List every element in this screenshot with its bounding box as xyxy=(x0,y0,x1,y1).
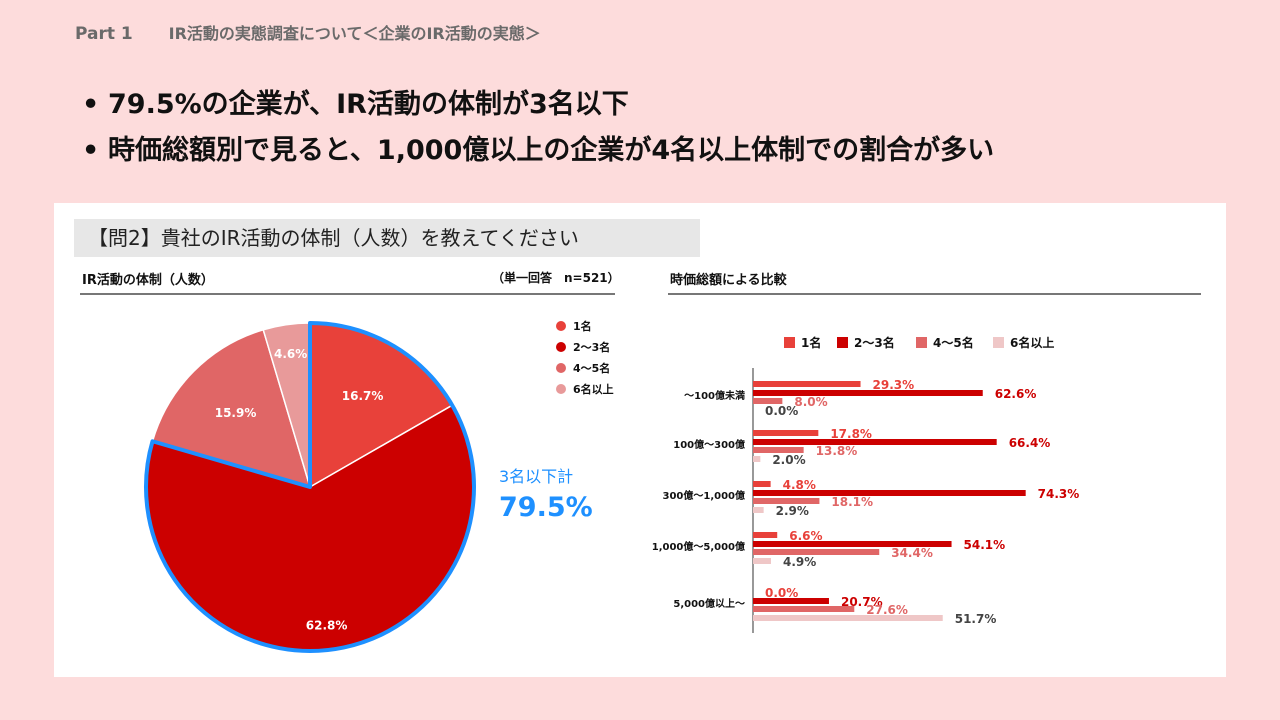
bar xyxy=(753,447,804,453)
bar-value-label: 34.4% xyxy=(891,546,933,560)
bar xyxy=(753,390,983,396)
pie-section-title: IR活動の体制（人数） xyxy=(82,273,214,288)
bar xyxy=(753,456,761,462)
slide-header: Part 1 IR活動の実態調査について＜企業のIR活動の実態＞ xyxy=(75,20,541,44)
legend-label: 1名 xyxy=(573,319,592,333)
pie-slice xyxy=(151,328,312,489)
bar-value-label: 17.8% xyxy=(830,427,872,441)
legend-label: 4〜5名 xyxy=(573,361,610,375)
bar xyxy=(753,481,771,487)
bar xyxy=(753,549,880,555)
bar xyxy=(753,439,997,445)
legend-marker xyxy=(556,342,566,352)
bar xyxy=(753,532,778,538)
bar xyxy=(753,541,952,547)
bar-value-label: 54.1% xyxy=(964,538,1006,552)
pie-section-divider xyxy=(80,293,615,295)
bar xyxy=(753,430,819,436)
bar-value-label: 8.0% xyxy=(794,395,827,409)
sample-note: （単一回答 n=521） xyxy=(492,271,620,285)
callout-label: 3名以下計 xyxy=(499,467,573,486)
bar-value-label: 2.9% xyxy=(776,504,809,518)
pie-value-label: 15.9% xyxy=(215,406,257,420)
bar-value-label: 66.4% xyxy=(1009,436,1051,450)
bar-value-label: 0.0% xyxy=(765,404,798,418)
pie-value-label: 62.8% xyxy=(306,618,348,632)
legend-marker xyxy=(916,337,927,348)
category-tick-label: 1,000億〜5,000億 xyxy=(652,540,745,553)
bar-value-label: 20.7% xyxy=(841,595,883,609)
callout-value: 79.5% xyxy=(499,492,593,523)
bar-value-label: 4.8% xyxy=(783,478,816,492)
legend-marker xyxy=(556,384,566,394)
legend-marker xyxy=(993,337,1004,348)
legend-label: 6名以上 xyxy=(573,382,614,396)
bar xyxy=(753,498,820,504)
slide-title: IR活動の実態調査について＜企業のIR活動の実態＞ xyxy=(168,24,541,43)
bar xyxy=(753,598,829,604)
legend-marker xyxy=(556,321,566,331)
bar-value-label: 13.8% xyxy=(816,444,858,458)
legend-label: 2〜3名 xyxy=(854,335,895,350)
legend-marker xyxy=(784,337,795,348)
pie-value-label: 16.7% xyxy=(342,389,384,403)
pie-value-label: 4.6% xyxy=(274,347,307,361)
bar-section-title: 時価総額による比較 xyxy=(670,273,787,288)
question-box: 【問2】貴社のIR活動の体制（人数）を教えてください xyxy=(74,219,700,257)
finding-item: • 時価総額別で見ると、1,000億以上の企業が4名以上体制での割合が多い xyxy=(82,128,994,174)
bar-value-label: 27.6% xyxy=(866,603,908,617)
bar-value-label: 74.3% xyxy=(1038,487,1080,501)
bar-value-label: 6.6% xyxy=(789,529,822,543)
finding-text: 79.5%の企業が、IR活動の体制が3名以下 xyxy=(108,89,629,120)
legend-label: 4〜5名 xyxy=(933,335,974,350)
bar-section-divider xyxy=(668,293,1201,295)
bar xyxy=(753,558,771,564)
bar xyxy=(753,507,764,513)
bar-value-label: 2.0% xyxy=(772,453,805,467)
legend-label: 6名以上 xyxy=(1010,335,1054,350)
bar xyxy=(753,490,1026,496)
legend-label: 1名 xyxy=(801,335,821,350)
part-label: Part 1 xyxy=(75,24,133,44)
finding-item: • 79.5%の企業が、IR活動の体制が3名以下 xyxy=(82,82,994,128)
bar xyxy=(753,398,783,404)
pie-highlight-outline xyxy=(144,321,476,653)
legend-marker xyxy=(556,363,566,373)
bullet-dot-icon: • xyxy=(82,135,100,166)
bar-value-label: 29.3% xyxy=(873,378,915,392)
bar xyxy=(753,606,855,612)
bar-value-label: 0.0% xyxy=(765,586,798,600)
legend-marker xyxy=(837,337,848,348)
category-tick-label: 300億〜1,000億 xyxy=(662,489,745,502)
category-tick-label: 5,000億以上〜 xyxy=(673,597,745,610)
bar-value-label: 4.9% xyxy=(783,555,816,569)
bar xyxy=(753,381,861,387)
finding-text: 時価総額別で見ると、1,000億以上の企業が4名以上体制での割合が多い xyxy=(108,135,995,166)
bar-value-label: 62.6% xyxy=(995,387,1037,401)
bar-value-label: 51.7% xyxy=(955,612,997,626)
bar xyxy=(753,615,943,621)
category-tick-label: 〜100億未満 xyxy=(684,389,745,402)
bar-value-label: 18.1% xyxy=(831,495,873,509)
key-findings-list: • 79.5%の企業が、IR活動の体制が3名以下 • 時価総額別で見ると、1,000… xyxy=(82,82,994,174)
legend-label: 2〜3名 xyxy=(573,340,610,354)
category-tick-label: 100億〜300億 xyxy=(673,438,745,451)
bullet-dot-icon: • xyxy=(82,89,100,120)
